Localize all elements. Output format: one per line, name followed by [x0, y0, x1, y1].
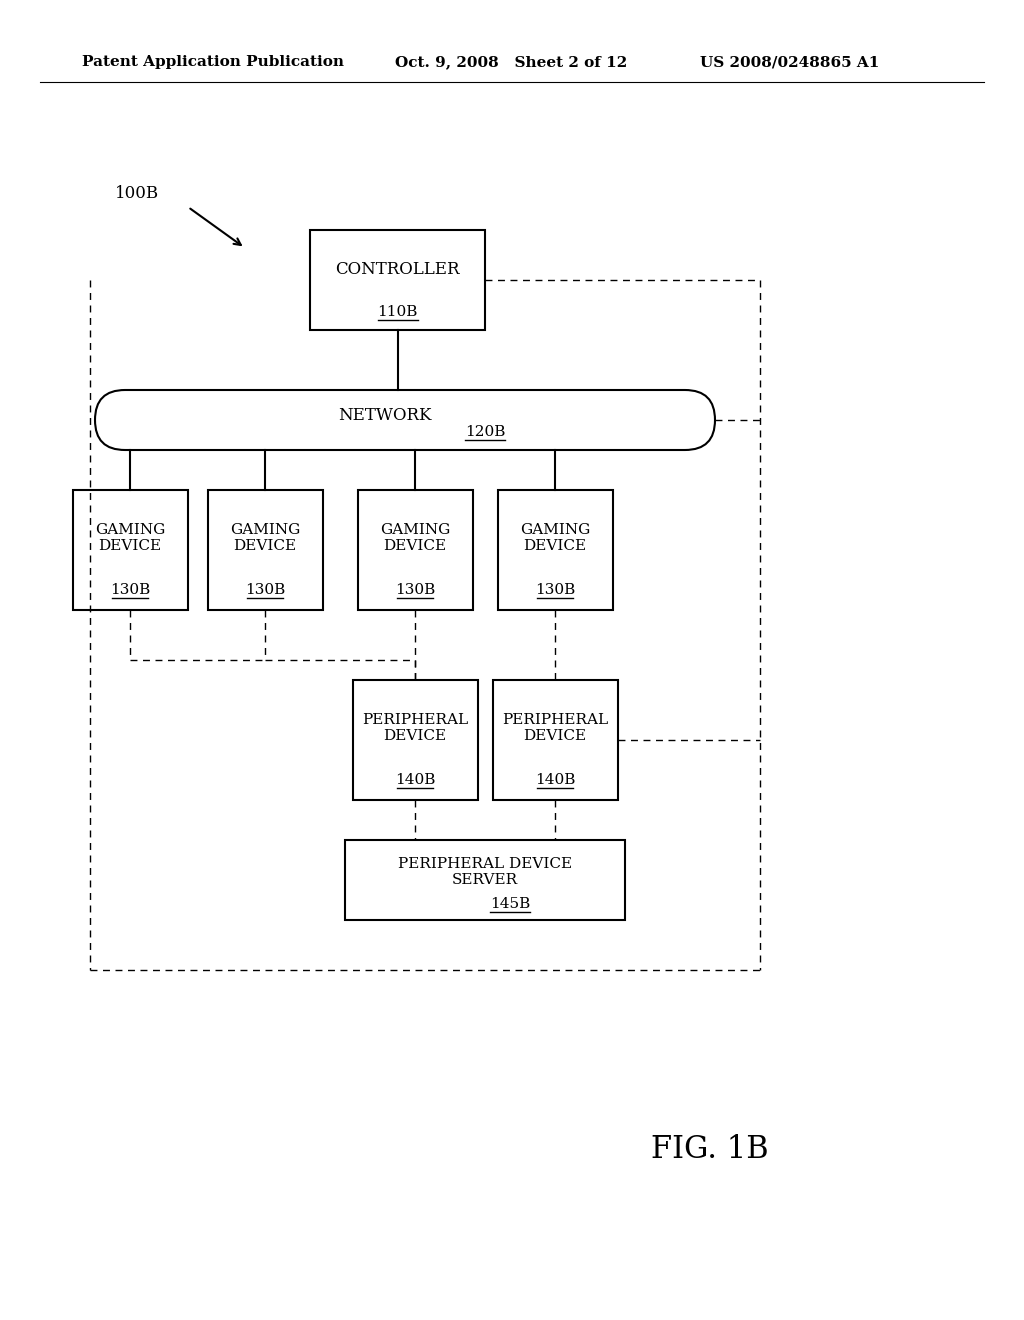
Text: 120B: 120B [465, 425, 505, 440]
Text: 130B: 130B [245, 583, 285, 597]
Text: 130B: 130B [395, 583, 435, 597]
Text: 110B: 110B [377, 305, 418, 319]
Bar [73, 490, 187, 610]
FancyBboxPatch shape [95, 389, 715, 450]
Text: Patent Application Publication: Patent Application Publication [82, 55, 344, 69]
Bar [208, 490, 323, 610]
Text: GAMING
DEVICE: GAMING DEVICE [95, 523, 165, 553]
Text: Oct. 9, 2008   Sheet 2 of 12: Oct. 9, 2008 Sheet 2 of 12 [395, 55, 628, 69]
Bar [498, 490, 612, 610]
Bar [310, 230, 485, 330]
Bar [345, 840, 625, 920]
Text: PERIPHERAL
DEVICE: PERIPHERAL DEVICE [502, 713, 608, 743]
Text: 100B: 100B [115, 185, 159, 202]
Text: PERIPHERAL DEVICE
SERVER: PERIPHERAL DEVICE SERVER [398, 857, 572, 887]
Text: 130B: 130B [110, 583, 151, 597]
Bar [352, 680, 477, 800]
Text: 140B: 140B [395, 774, 435, 787]
Text: PERIPHERAL
DEVICE: PERIPHERAL DEVICE [361, 713, 468, 743]
Text: CONTROLLER: CONTROLLER [335, 261, 460, 279]
Text: NETWORK: NETWORK [338, 407, 432, 424]
Text: 145B: 145B [489, 898, 530, 911]
Text: GAMING
DEVICE: GAMING DEVICE [380, 523, 451, 553]
Bar [493, 680, 617, 800]
Text: US 2008/0248865 A1: US 2008/0248865 A1 [700, 55, 880, 69]
Text: GAMING
DEVICE: GAMING DEVICE [520, 523, 590, 553]
Text: GAMING
DEVICE: GAMING DEVICE [229, 523, 300, 553]
Text: FIG. 1B: FIG. 1B [651, 1134, 769, 1166]
Text: 140B: 140B [535, 774, 575, 787]
Text: 130B: 130B [535, 583, 575, 597]
Bar [357, 490, 472, 610]
